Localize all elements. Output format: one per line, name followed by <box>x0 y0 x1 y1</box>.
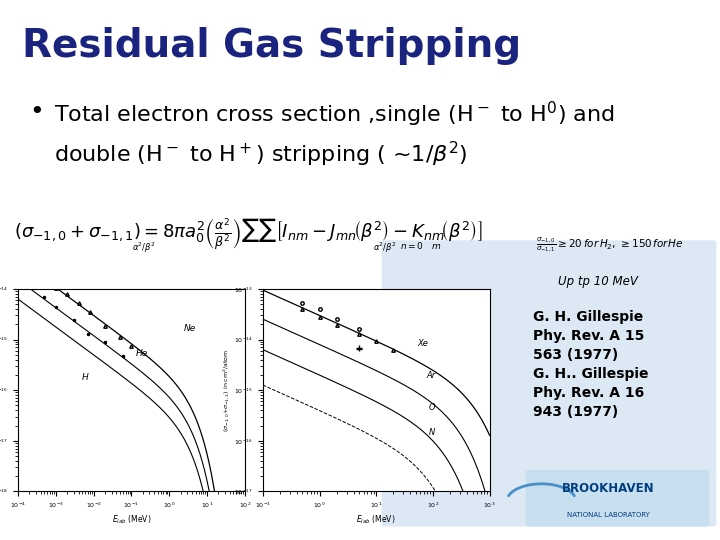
Text: Up tp 10 MeV: Up tp 10 MeV <box>558 275 638 288</box>
Text: $\alpha^2/\beta^2$: $\alpha^2/\beta^2$ <box>132 240 156 255</box>
Text: NATIONAL LABORATORY: NATIONAL LABORATORY <box>567 511 650 518</box>
FancyBboxPatch shape <box>382 240 716 526</box>
Text: $n{=}0\quad m$: $n{=}0\quad m$ <box>400 240 441 251</box>
Text: $\left(\sigma_{-1,0} + \sigma_{-1,1}\right) = 8\pi a_0^2 \left(\frac{\alpha^2}{\: $\left(\sigma_{-1,0} + \sigma_{-1,1}\rig… <box>14 216 483 253</box>
Text: Residual Gas Stripping: Residual Gas Stripping <box>22 27 521 65</box>
Text: double (H$^-$ to H$^+$) stripping ( ~1/$\beta^2$): double (H$^-$ to H$^+$) stripping ( ~1/$… <box>54 139 467 168</box>
Text: Total electron cross section ,single (H$^-$ to H$^0$) and: Total electron cross section ,single (H$… <box>54 100 615 129</box>
Text: BROOKHAVEN: BROOKHAVEN <box>562 482 654 495</box>
X-axis label: $E_{lab}$ (MeV): $E_{lab}$ (MeV) <box>112 513 151 526</box>
Text: G. H. Gillespie
Phy. Rev. A 15
563 (1977)
G. H.. Gillespie
Phy. Rev. A 16
943 (1: G. H. Gillespie Phy. Rev. A 15 563 (1977… <box>533 310 648 419</box>
Y-axis label: $(\sigma_{-1,0}{+}\sigma_{-1,1})$ in cm$^2$/atom: $(\sigma_{-1,0}{+}\sigma_{-1,1})$ in cm$… <box>222 348 231 432</box>
Text: O: O <box>428 403 435 413</box>
Text: N: N <box>428 428 435 437</box>
Text: Ne: Ne <box>184 325 196 333</box>
X-axis label: $E_{lab}$ (MeV): $E_{lab}$ (MeV) <box>356 513 396 526</box>
FancyBboxPatch shape <box>526 470 709 526</box>
Text: H: H <box>81 373 89 382</box>
Text: •: • <box>29 100 43 124</box>
Text: He: He <box>136 349 148 357</box>
Text: Ar: Ar <box>426 371 436 380</box>
Text: $\frac{\sigma_{-1,0}}{\sigma_{-1,1}} \geq 20\,for\,H_2,\,\geq 150\,forHe$: $\frac{\sigma_{-1,0}}{\sigma_{-1,1}} \ge… <box>536 235 683 254</box>
Text: $\alpha^2/\beta^2$: $\alpha^2/\beta^2$ <box>373 240 397 255</box>
Text: Xe: Xe <box>417 339 428 348</box>
